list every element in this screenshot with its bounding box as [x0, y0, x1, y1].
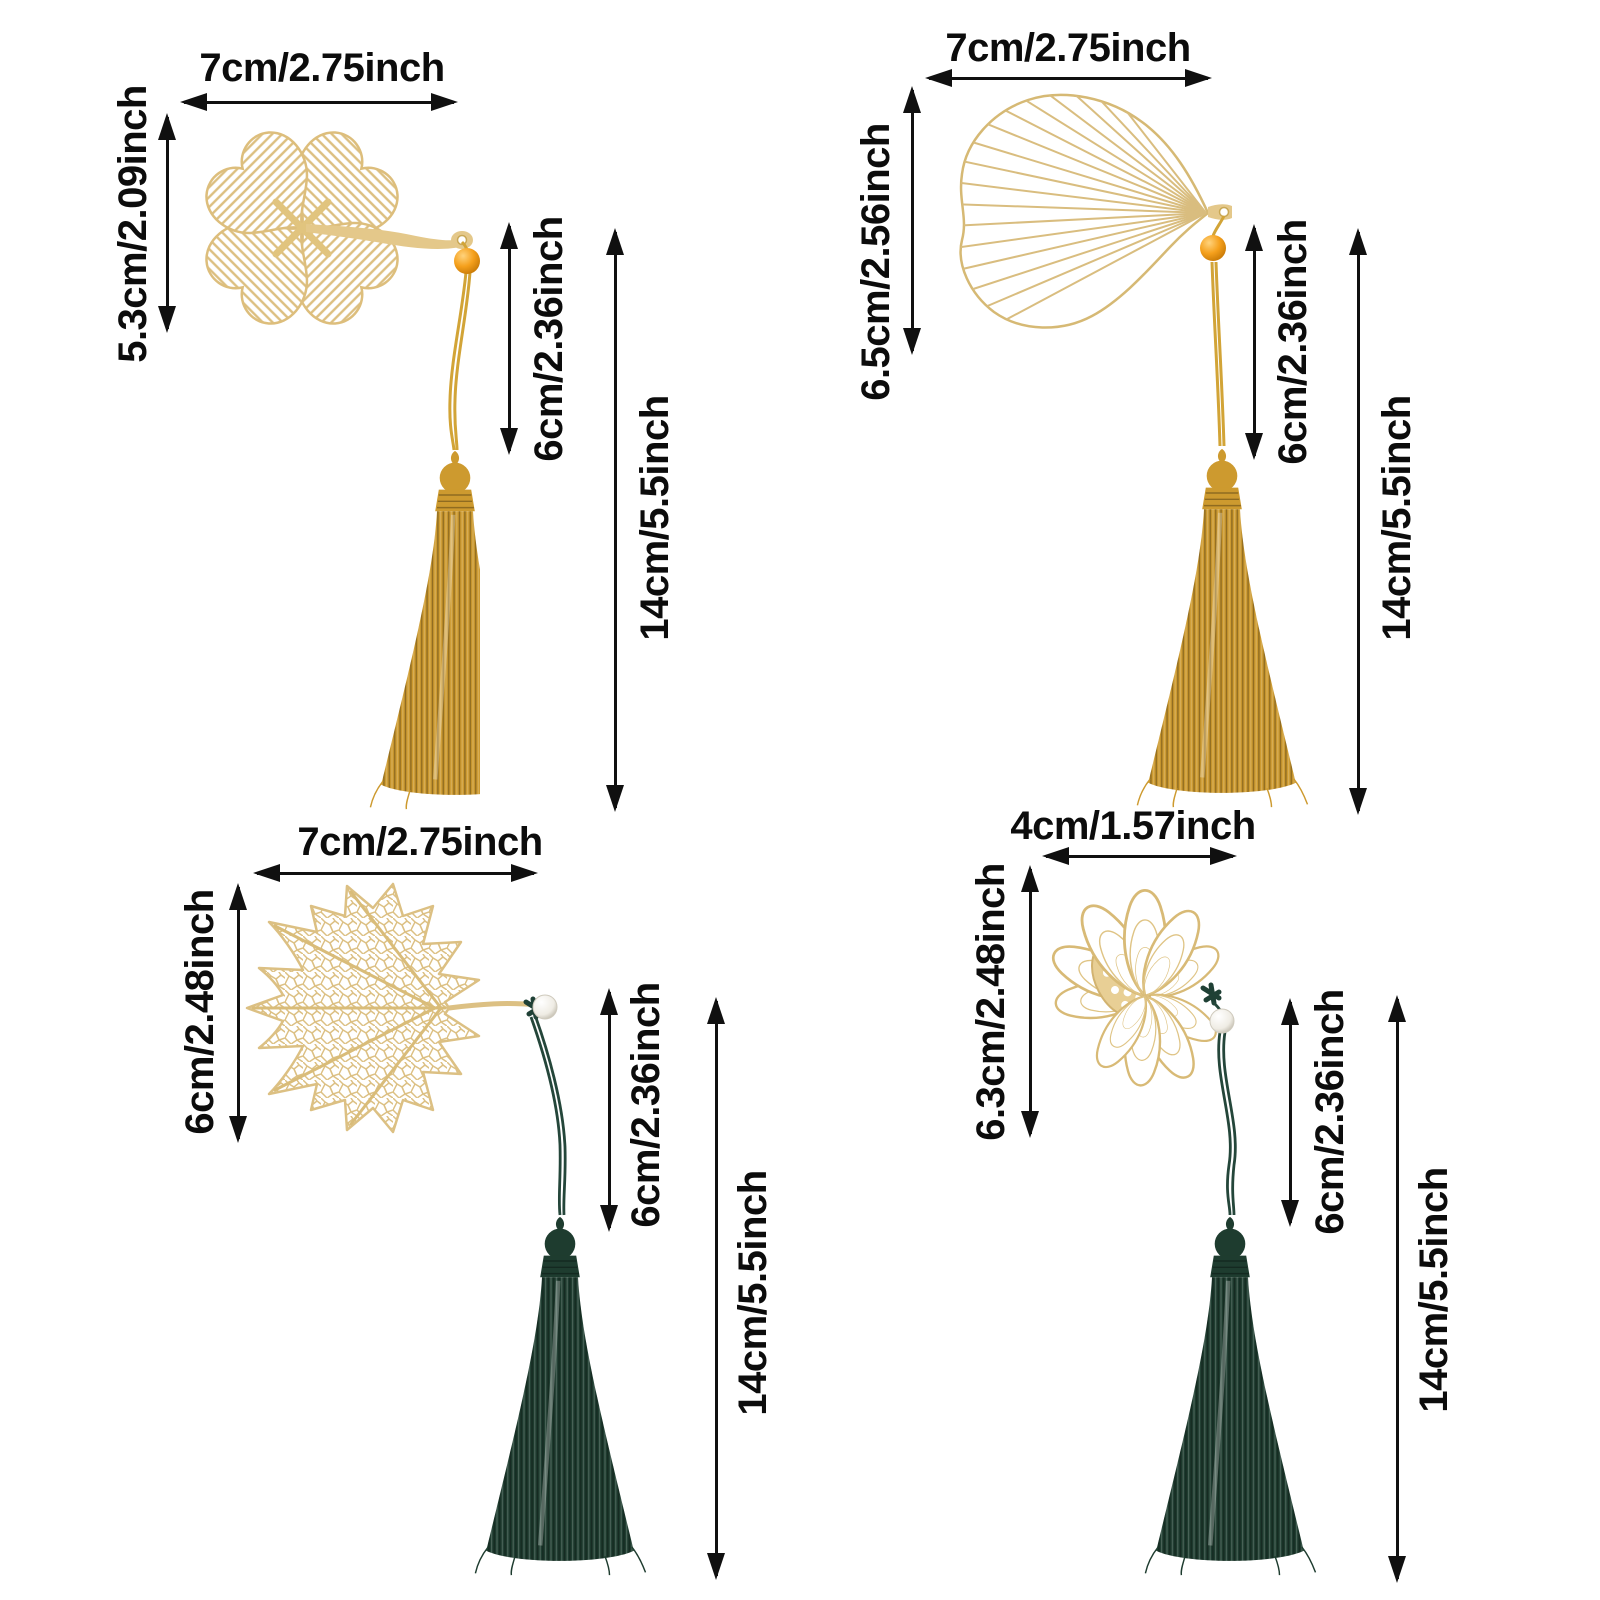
clover-total-label: 14cm/5.5inch: [633, 395, 677, 641]
maple-height-label: 6cm/2.48inch: [178, 889, 222, 1135]
lotus-tassel: [1145, 1217, 1315, 1575]
lotus-width-label: 4cm/1.57inch: [1010, 804, 1256, 848]
ginkgo-leaf-icon: [959, 93, 1232, 329]
ginkgo-height-label: 6.5cm/2.56inch: [854, 123, 898, 401]
clover-tassel: [370, 451, 480, 809]
maple-cord: [529, 1014, 567, 1216]
maple-leaf-icon: [245, 882, 539, 1134]
maple-total-label: 14cm/5.5inch: [731, 1170, 775, 1416]
clover-bookmark-graphic: [192, 118, 480, 820]
lotus-total-label: 14cm/5.5inch: [1412, 1167, 1456, 1413]
lotus-flower-icon: [1046, 890, 1226, 1086]
ginkgo-cord-label: 6cm/2.36inch: [1271, 219, 1315, 465]
ginkgo-bookmark-graphic: [959, 93, 1400, 820]
lotus-cord-knot: [1200, 982, 1222, 1006]
ginkgo-total-label: 14cm/5.5inch: [1375, 395, 1419, 641]
maple-tassel: [475, 1217, 645, 1575]
lotus-cord-label: 6cm/2.36inch: [1308, 989, 1352, 1235]
maple-petiole: [446, 1001, 539, 1011]
maple-bookmark-graphic: [245, 882, 720, 1585]
lotus-height-label: 6.3cm/2.48inch: [969, 863, 1013, 1141]
maple-bead: [532, 994, 558, 1020]
stem-hole: [1218, 206, 1230, 218]
ginkgo-width-label: 7cm/2.75inch: [945, 26, 1191, 70]
ginkgo-bead: [1200, 235, 1226, 261]
ginkgo-tassel: [1137, 449, 1307, 807]
maple-cord-label: 6cm/2.36inch: [624, 982, 668, 1228]
clover-bead: [454, 248, 480, 274]
clover-height-label: 5.3cm/2.09inch: [111, 85, 155, 363]
lotus-bookmark-graphic: [1045, 860, 1450, 1600]
lotus-bead: [1209, 1008, 1235, 1034]
clover-cord-label: 6cm/2.36inch: [527, 216, 571, 462]
maple-width-label: 7cm/2.75inch: [297, 820, 543, 864]
clover-leaf-icon: [192, 118, 473, 338]
ginkgo-cord: [1210, 215, 1226, 447]
clover-width-label: 7cm/2.75inch: [199, 46, 445, 90]
